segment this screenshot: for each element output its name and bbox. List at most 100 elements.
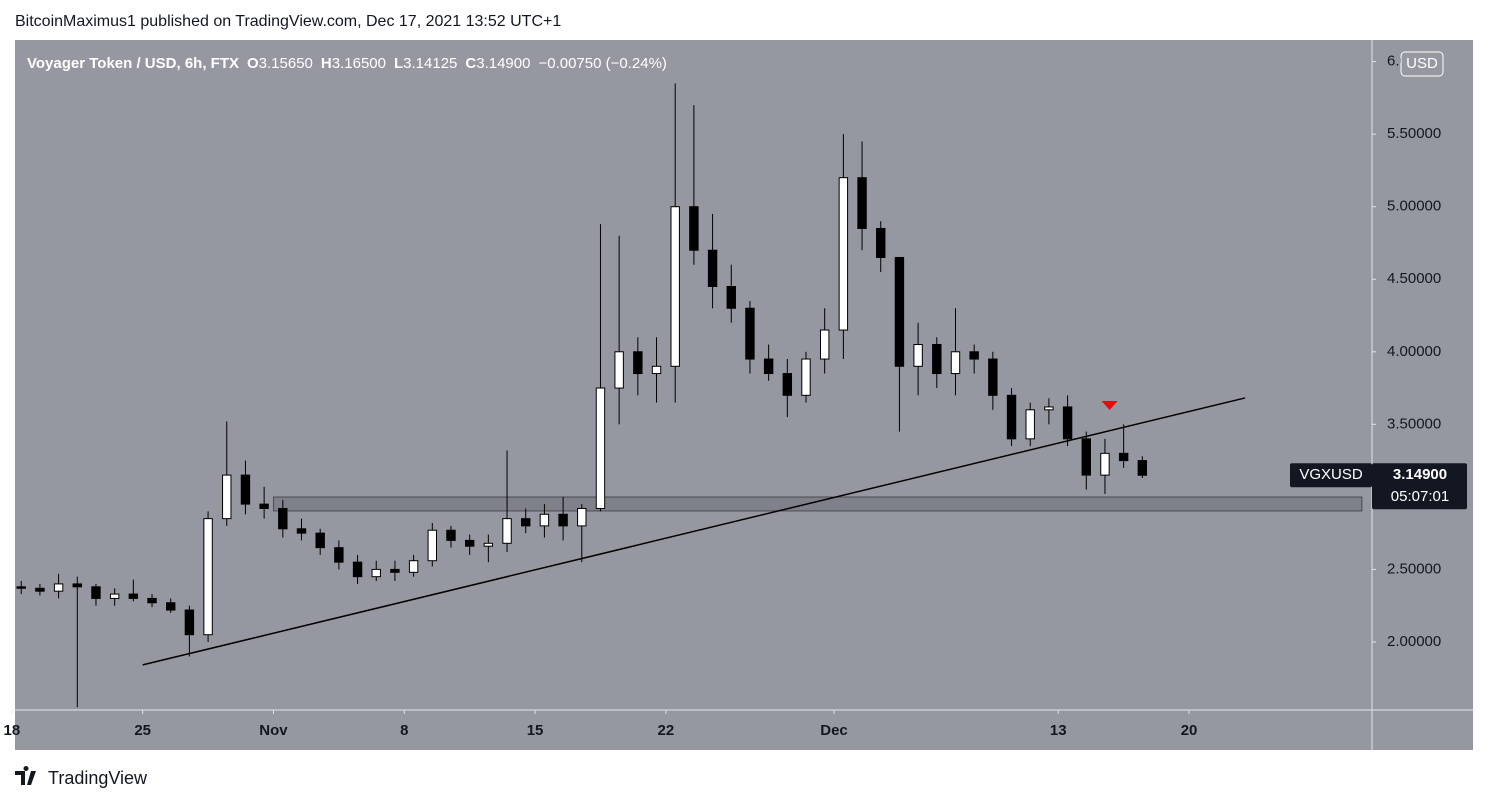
candle-body [203,518,213,636]
brand-name: TradingView [48,768,148,788]
candle-body [334,547,344,563]
candle-body [707,249,718,287]
candle-body [352,561,363,578]
axes: 2.00000 2.50000 3.50000 4.00000 4.50000 5.000… [4,51,1467,739]
symbol-label: VGXUSD [1299,466,1363,483]
candle-body [483,542,494,547]
candle-body [371,568,381,578]
signal-arrow [1101,401,1118,411]
x-tick-label: Dec [820,722,848,739]
candle-body [1006,394,1017,440]
byline: BitcoinMaximus1 published on TradingView… [15,13,561,30]
legend-value: 3.15650 [259,55,313,72]
candle-body [819,329,830,360]
candle-body [950,351,961,375]
candle-body [446,529,456,541]
candle-body [689,206,699,251]
x-tick-label: Nov [259,722,288,739]
legend-value: 3.16500 [332,55,386,72]
candle-body [745,307,755,360]
x-tick-label: 22 [658,722,675,739]
legend-value: 3.14900 [476,55,530,72]
currency-badge [1400,51,1444,77]
legend-change: −0.00750 (−0.24%) [538,55,666,72]
x-tick-label: 18 [4,722,21,739]
symbol-badge [1290,463,1372,488]
y-tick-label: 3.50000 [1387,415,1441,432]
trendline [142,397,1246,666]
candle-body [932,344,942,375]
legend-key: O [247,55,259,72]
candle-body [614,351,624,389]
candle-body [577,507,587,527]
chart-title: Voyager Token / USD, 6h, FTX [27,55,239,72]
y-tick-label: 5.00000 [1387,198,1441,215]
candle-body [72,583,82,588]
price-label: 3.14900 [1393,466,1447,483]
x-tick-label: 25 [134,722,151,739]
y-tick-label: 4.50000 [1387,270,1441,287]
candle-body [1100,452,1110,476]
candle-body [296,528,307,534]
candle-body [16,586,26,589]
candle-body [240,474,251,505]
candle-body [595,387,606,509]
candle-body [427,529,438,562]
candle-body [464,539,475,547]
candle-body [876,227,886,258]
plot-area [16,83,1363,708]
candle-body [651,365,662,375]
candle-body [408,560,419,573]
candle-body [726,285,736,309]
candle-body [184,609,195,636]
x-tick-label: 15 [527,722,544,739]
candle-body [782,373,793,396]
legend-key: C [465,55,476,72]
legend-key: H [321,55,332,72]
candle-body [109,593,120,599]
candle-body [521,518,531,527]
candle-body [502,518,512,544]
legend-key: L [394,55,403,72]
candle-body [558,513,568,527]
support-zone [272,496,1363,512]
candle-body [147,597,157,604]
legend-header: Voyager Token / USD, 6h, FTX O 3.15650 H 3.1… [27,55,667,72]
candle-body [1118,452,1129,462]
candle-body [763,358,774,375]
candle-body [913,344,923,367]
candle-body [259,503,269,509]
legend-value: 3.14125 [403,55,457,72]
candle-body [35,587,45,592]
candle-body [894,256,905,367]
candle-body [390,568,400,573]
currency-label: USD [1406,55,1438,72]
candle-body [633,351,643,375]
candle-body [1062,406,1073,440]
candle-body [53,583,64,592]
candle-body [539,513,550,527]
candle-body [128,593,139,599]
candle-body [670,206,680,367]
candle-body [222,474,232,520]
candle-body [1081,438,1091,476]
candle-body [1025,409,1035,440]
y-tick-label: 5.50000 [1387,125,1441,142]
y-tick-label: 2.00000 [1387,633,1441,650]
candle-body [166,602,176,611]
brand-logo: TradingView [15,766,148,788]
candle-body [91,586,101,599]
candle-body [1137,460,1148,476]
candle-body [969,351,979,360]
y-tick-label: 2.50000 [1387,560,1441,577]
chart-background [15,40,1473,750]
x-tick-label: 13 [1050,722,1067,739]
x-tick-label: 8 [400,722,408,739]
candle-body [278,507,288,530]
x-tick-label: 20 [1181,722,1198,739]
countdown-label: 05:07:01 [1391,488,1449,505]
candle-body [838,177,849,331]
price-badge [1372,463,1467,510]
candle-body [315,532,325,549]
